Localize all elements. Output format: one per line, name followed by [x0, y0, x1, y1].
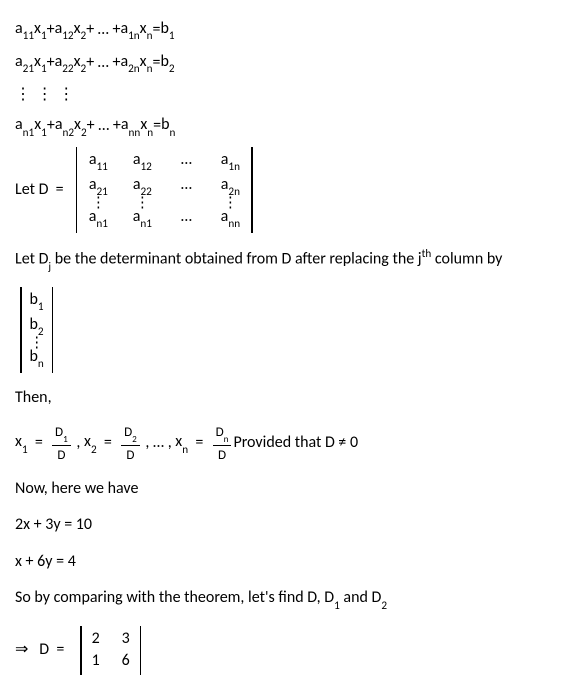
arrow-d-label: ⇒ D = — [15, 639, 75, 661]
plus: + — [47, 52, 55, 74]
now-here-text: Now, here we have — [15, 478, 563, 500]
matrix-bar-right — [251, 147, 253, 233]
let-dj-text: Let Dj be the determinant obtained from … — [15, 247, 563, 273]
coef: a12x2 — [55, 18, 87, 43]
coef: a21x1 — [15, 51, 47, 76]
b-vector: b1 b2 ⋮ bn — [20, 287, 53, 373]
determinant-2x2: 2 3 1 6 — [80, 626, 141, 675]
coef: a22x2 — [55, 51, 87, 76]
equation-row-2: a21x1 + a22x2 + … + a2nxn = b2 — [15, 51, 563, 76]
coef: an2x2 — [55, 114, 87, 139]
rhs: b1 — [160, 18, 174, 43]
so-by-text: So by comparing with the theorem, let's … — [15, 587, 563, 612]
frac-d2-d: D2 D — [121, 423, 140, 464]
eq-2x-3y: 2x + 3y = 10 — [15, 514, 563, 536]
matrix-body: b1 b2 ⋮ bn — [22, 287, 52, 373]
coef: an1x1 — [15, 114, 47, 139]
then-text: Then, — [15, 387, 563, 409]
rhs: bn — [161, 114, 175, 139]
implies-d-matrix: ⇒ D = 2 3 1 6 — [15, 626, 563, 675]
vertical-dots-row: ⋮ ⋮ ⋮ — [15, 84, 563, 106]
eq-x-6y: x + 6y = 4 — [15, 551, 563, 573]
x2: x2 — [84, 431, 97, 456]
column-vector-b: b1 b2 ⋮ bn — [15, 287, 563, 373]
dots: + … + — [86, 52, 120, 74]
matrix-bar-right — [140, 626, 142, 675]
coef: a1nxn — [120, 18, 152, 43]
rhs: b2 — [160, 51, 174, 76]
plus: + — [47, 19, 55, 41]
equation-row-1: a11x1 + a12x2 + … + a1nxn = b1 — [15, 18, 563, 43]
equation-row-n: an1x1 + an2x2 + … + annxn = bn — [15, 114, 563, 139]
coef: a2nxn — [120, 51, 152, 76]
matrix-body: a11 a12 … a1n a21 a22 … a2n ⋮ ⋮ ⋮ an1 an… — [77, 147, 251, 233]
coef: annxn — [121, 114, 153, 139]
xn: xn — [175, 431, 188, 456]
matrix-body: 2 3 1 6 — [82, 626, 140, 675]
equals: = — [153, 115, 161, 137]
dots: + … + — [86, 19, 120, 41]
provided-text: Provided that D ≠ 0 — [233, 432, 358, 454]
let-d-label: Let D = — [15, 179, 71, 201]
dots: + … + — [87, 115, 121, 137]
let-d-matrix: Let D = a11 a12 … a1n a21 a22 … a2n ⋮ ⋮ … — [15, 147, 563, 233]
equals: = — [153, 19, 161, 41]
determinant-d: a11 a12 … a1n a21 a22 … a2n ⋮ ⋮ ⋮ an1 an… — [76, 147, 253, 233]
frac-d1-d: D1 D — [52, 423, 71, 464]
x1: x1 — [15, 431, 28, 456]
plus: + — [47, 115, 55, 137]
coef: a11x1 — [15, 18, 47, 43]
frac-dn-d: Dn D — [213, 423, 232, 464]
equals: = — [153, 52, 161, 74]
matrix-bar-right — [52, 287, 54, 373]
cramer-formula: x1 = D1 D , x2 = D2 D , … , xn = Dn D Pr… — [15, 423, 563, 464]
